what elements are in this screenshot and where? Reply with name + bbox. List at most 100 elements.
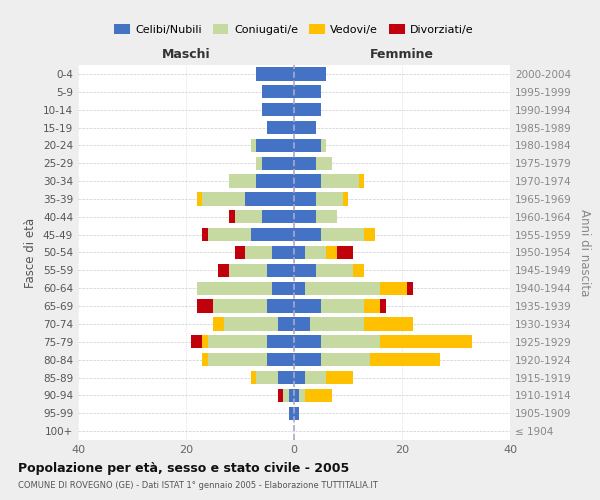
Bar <box>294 174 321 188</box>
Bar <box>229 264 267 277</box>
Bar <box>316 210 337 224</box>
Bar <box>251 228 294 241</box>
Bar <box>316 156 332 170</box>
Bar <box>202 192 245 205</box>
Bar <box>321 353 370 366</box>
Bar <box>278 317 294 330</box>
Bar <box>208 335 267 348</box>
Bar <box>326 246 337 259</box>
Bar <box>283 388 289 402</box>
Bar <box>267 335 294 348</box>
Bar <box>294 353 321 366</box>
Bar <box>407 282 413 295</box>
Legend: Celibi/Nubili, Coniugati/e, Vedovi/e, Divorziati/e: Celibi/Nubili, Coniugati/e, Vedovi/e, Di… <box>110 20 478 40</box>
Bar <box>229 210 235 224</box>
Bar <box>305 246 326 259</box>
Y-axis label: Fasce di età: Fasce di età <box>25 218 37 288</box>
Bar <box>305 371 326 384</box>
Bar <box>272 282 294 295</box>
Bar <box>294 156 316 170</box>
Bar <box>294 103 321 117</box>
Bar <box>251 371 256 384</box>
Bar <box>278 388 283 402</box>
Bar <box>353 264 364 277</box>
Bar <box>316 192 343 205</box>
Bar <box>245 246 272 259</box>
Bar <box>267 300 294 313</box>
Bar <box>364 317 413 330</box>
Bar <box>208 228 251 241</box>
Bar <box>294 138 321 152</box>
Bar <box>305 282 380 295</box>
Bar <box>321 138 326 152</box>
Bar <box>294 264 316 277</box>
Bar <box>294 406 299 420</box>
Bar <box>294 388 299 402</box>
Bar <box>289 388 294 402</box>
Bar <box>262 156 294 170</box>
Bar <box>294 121 316 134</box>
Bar <box>294 335 321 348</box>
Bar <box>380 300 386 313</box>
Bar <box>364 300 380 313</box>
Bar <box>262 85 294 98</box>
Text: Femmine: Femmine <box>370 48 434 62</box>
Bar <box>267 264 294 277</box>
Bar <box>321 228 364 241</box>
Bar <box>316 264 353 277</box>
Text: COMUNE DI ROVEGNO (GE) - Dati ISTAT 1° gennaio 2005 - Elaborazione TUTTITALIA.IT: COMUNE DI ROVEGNO (GE) - Dati ISTAT 1° g… <box>18 481 378 490</box>
Bar <box>294 210 316 224</box>
Bar <box>256 67 294 80</box>
Bar <box>294 371 305 384</box>
Bar <box>267 121 294 134</box>
Bar <box>218 264 229 277</box>
Bar <box>380 335 472 348</box>
Bar <box>213 300 267 313</box>
Bar <box>359 174 364 188</box>
Bar <box>213 317 224 330</box>
Bar <box>343 192 348 205</box>
Bar <box>267 353 294 366</box>
Bar <box>256 174 294 188</box>
Bar <box>299 388 305 402</box>
Bar <box>289 406 294 420</box>
Bar <box>262 210 294 224</box>
Bar <box>256 371 278 384</box>
Bar <box>202 335 208 348</box>
Bar <box>294 192 316 205</box>
Bar <box>256 138 294 152</box>
Bar <box>235 246 245 259</box>
Bar <box>364 228 375 241</box>
Bar <box>262 103 294 117</box>
Text: Maschi: Maschi <box>161 48 211 62</box>
Bar <box>272 246 294 259</box>
Text: Popolazione per età, sesso e stato civile - 2005: Popolazione per età, sesso e stato civil… <box>18 462 349 475</box>
Bar <box>370 353 440 366</box>
Bar <box>202 353 208 366</box>
Bar <box>278 371 294 384</box>
Bar <box>224 317 278 330</box>
Bar <box>294 317 310 330</box>
Bar <box>294 228 321 241</box>
Bar <box>294 67 326 80</box>
Bar <box>197 282 272 295</box>
Bar <box>256 156 262 170</box>
Bar <box>245 192 294 205</box>
Bar <box>321 335 380 348</box>
Bar <box>197 300 213 313</box>
Bar <box>294 85 321 98</box>
Bar <box>208 353 267 366</box>
Bar <box>251 138 256 152</box>
Bar <box>229 174 256 188</box>
Y-axis label: Anni di nascita: Anni di nascita <box>578 209 591 296</box>
Bar <box>321 174 359 188</box>
Bar <box>294 282 305 295</box>
Bar <box>294 246 305 259</box>
Bar <box>305 388 332 402</box>
Bar <box>202 228 208 241</box>
Bar <box>337 246 353 259</box>
Bar <box>310 317 364 330</box>
Bar <box>235 210 262 224</box>
Bar <box>326 371 353 384</box>
Bar <box>294 300 321 313</box>
